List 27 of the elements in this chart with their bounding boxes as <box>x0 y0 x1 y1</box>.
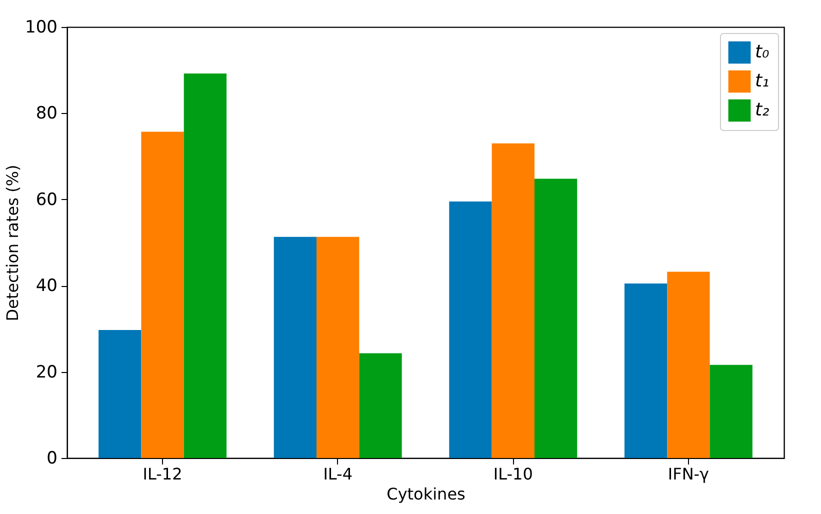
legend-label: t₁ <box>755 70 770 92</box>
x-tick-label: IL-4 <box>323 464 353 484</box>
bar <box>624 283 668 458</box>
x-tick-label: IL-12 <box>142 464 182 484</box>
y-tick-label: 100 <box>25 18 58 38</box>
bar <box>274 236 317 458</box>
y-tick-label: 40 <box>36 276 58 296</box>
bar <box>141 132 184 458</box>
x-tick-label: IL-10 <box>493 464 533 484</box>
y-tick-label: 20 <box>36 362 58 382</box>
legend-label: t₀ <box>755 42 770 62</box>
y-tick-label: 0 <box>46 448 58 468</box>
y-axis-title: Detection rates (%) <box>3 164 22 322</box>
bar <box>667 272 710 458</box>
y-tick-label: 80 <box>36 104 58 124</box>
x-axis-title: Cytokines <box>386 484 466 504</box>
bar <box>316 236 360 458</box>
x-tick-label: IFN-γ <box>668 464 710 484</box>
legend-label: t₂ <box>755 100 770 120</box>
y-tick-label: 60 <box>36 190 58 210</box>
bar <box>98 330 142 458</box>
bar <box>359 353 402 458</box>
bar <box>534 178 578 458</box>
bar <box>492 143 534 458</box>
bar <box>449 202 492 458</box>
bar <box>710 364 752 458</box>
bar <box>184 74 227 458</box>
